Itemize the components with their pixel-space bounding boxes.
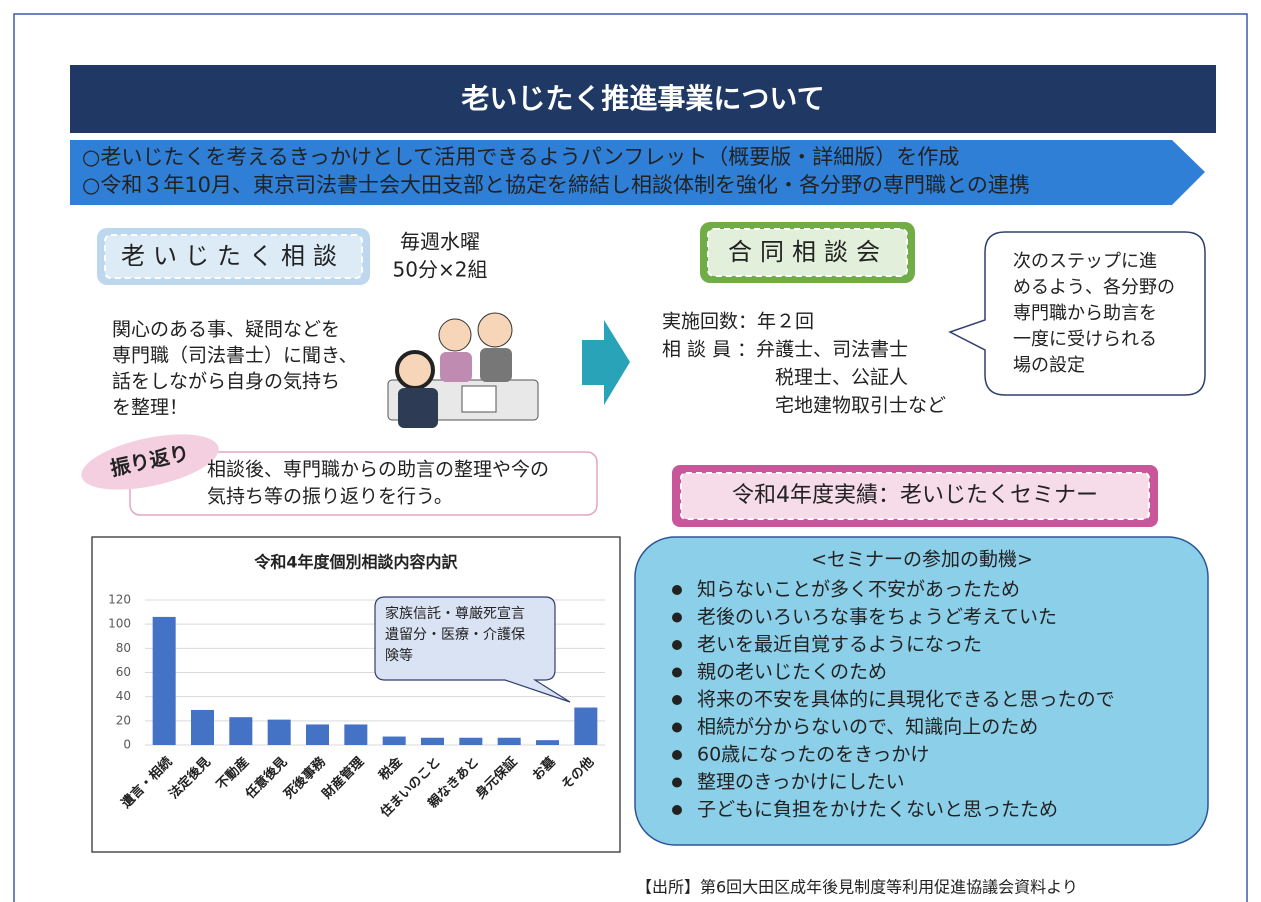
reflection-line: 気持ち等の振り返りを行う。 — [207, 486, 453, 508]
bullet — [672, 585, 682, 595]
joint-detail: 相 談 員 ：弁護士、司法書士 — [662, 339, 908, 361]
seminar-label: 令和4年度実績：老いじたくセミナー — [732, 483, 1098, 508]
page: 老いじたく推進事業について ○老いじたくを考えるきっかけとして活用できるようパン… — [0, 0, 1261, 902]
bullet — [672, 778, 682, 788]
seminar-item: 親の老いじたくのため — [697, 661, 887, 683]
consult-label: 老いじたく相談 — [121, 242, 345, 270]
note-line: 専門職から助言を — [1013, 303, 1157, 324]
person — [397, 352, 433, 388]
bullet — [672, 723, 682, 733]
description-line: 関心のある事、疑問などを — [112, 319, 340, 341]
description-line: を整理！ — [112, 397, 188, 419]
seminar-item: 老後のいろいろな事をちょうど考えていた — [697, 606, 1057, 628]
paper — [462, 386, 496, 412]
note-line: 場の設定 — [1013, 355, 1085, 376]
bullet — [672, 668, 682, 678]
bar — [421, 738, 444, 745]
person — [440, 352, 472, 382]
bullet — [672, 640, 682, 650]
annotation-line: 遺留分・医療・介護保 — [385, 626, 525, 643]
seminar-item: 整理のきっかけにしたい — [697, 771, 905, 793]
joint-label: 合同相談会 — [728, 238, 888, 266]
bullet — [672, 750, 682, 760]
header-title: 老いじたく推進事業について — [461, 82, 824, 115]
seminar-item: 将来の不安を具体的に具現化できると思ったので — [697, 689, 1115, 711]
seminar-item: 相続が分からないので、知識向上のため — [697, 716, 1038, 738]
joint-detail: 税理士、公証人 — [775, 367, 908, 389]
annotation-line: 家族信託・尊厳死宣言 — [385, 605, 525, 622]
bar — [229, 717, 252, 745]
bar — [498, 738, 521, 745]
reflection-line: 相談後、専門職からの助言の整理や今の — [207, 459, 549, 481]
bullet — [672, 613, 682, 623]
bar — [306, 724, 329, 745]
seminar-item: 知らないことが多く不安があったため — [697, 579, 1020, 601]
annotation-line: 険等 — [385, 647, 413, 664]
joint-detail: 宅地建物取引士など — [775, 395, 946, 417]
illustration — [388, 313, 538, 428]
person — [478, 313, 512, 347]
flow-arrow — [582, 320, 630, 405]
description-line: 話をしながら自身の気持ち — [112, 371, 340, 393]
source: 【出所】第6回大田区成年後見制度等利用促進協議会資料より — [636, 878, 1078, 897]
y-tick-label: 100 — [108, 617, 131, 631]
bullet — [672, 805, 682, 815]
bar — [536, 740, 559, 745]
schedule-line: 50分×2組 — [393, 258, 488, 282]
bar — [268, 720, 291, 745]
note-line: 次のステップに進 — [1013, 251, 1157, 272]
bar — [153, 617, 176, 745]
person — [480, 348, 512, 382]
seminar-item: 老いを最近自覚するようになった — [697, 634, 982, 656]
y-tick-label: 40 — [116, 689, 131, 703]
y-tick-label: 60 — [116, 665, 131, 679]
description-line: 専門職（司法書士）に聞き、 — [112, 345, 358, 367]
summary-line: ○令和３年10月、東京司法書士会大田支部と協定を締結し相談体制を強化・各分野の専… — [82, 173, 1030, 197]
bar — [344, 724, 367, 745]
bar — [574, 708, 597, 745]
chart-title: 令和4年度個別相談内容内訳 — [253, 553, 458, 572]
y-tick-label: 20 — [116, 713, 131, 727]
seminar-item: 子どもに負担をかけたくないと思ったため — [697, 799, 1058, 821]
seminar-item: 60歳になったのをきっかけ — [697, 744, 929, 766]
joint-detail: 実施回数：年２回 — [662, 311, 814, 333]
y-tick-label: 80 — [116, 641, 131, 655]
note-line: めるよう、各分野の — [1013, 277, 1175, 298]
seminar-heading: <セミナーの参加の動機> — [811, 549, 1033, 571]
bar — [459, 738, 482, 745]
note-line: 一度に受けられる — [1013, 329, 1157, 350]
summary-line: ○老いじたくを考えるきっかけとして活用できるようパンフレット（概要版・詳細版）を… — [82, 145, 959, 169]
person — [439, 319, 471, 351]
schedule-line: 毎週水曜 — [400, 230, 480, 254]
person — [398, 388, 438, 428]
bar — [383, 737, 406, 745]
y-tick-label: 0 — [123, 738, 131, 752]
bullet — [672, 695, 682, 705]
y-tick-label: 120 — [108, 593, 131, 607]
bar — [191, 710, 214, 745]
